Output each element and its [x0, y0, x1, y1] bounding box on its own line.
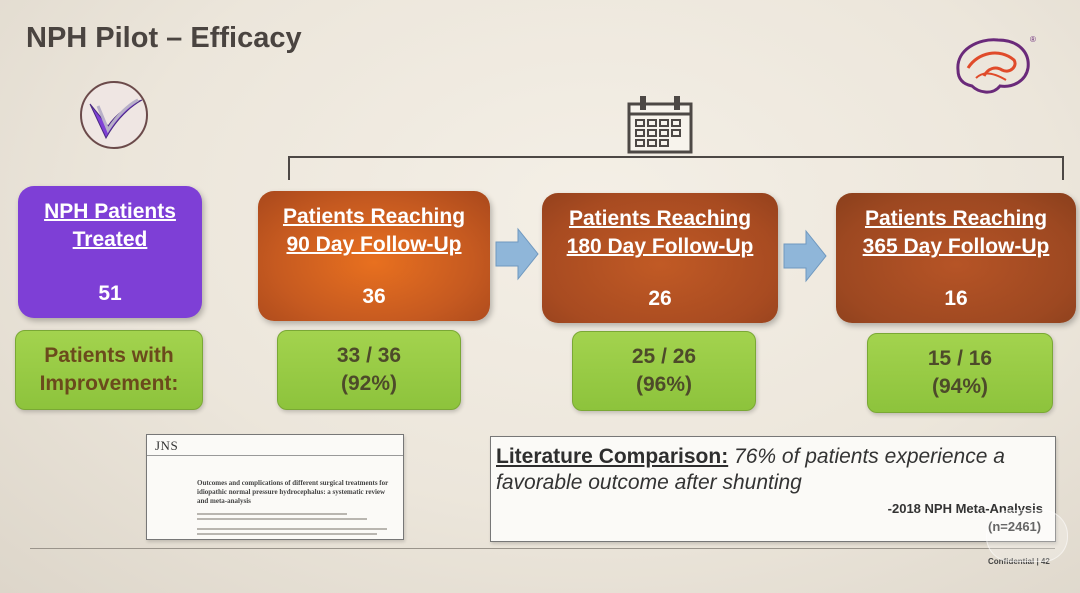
improvement-365-ratio: 15 / 16: [927, 347, 993, 370]
paper-text-line: [197, 528, 387, 530]
svg-text:®: ®: [1030, 35, 1036, 44]
literature-text1: 76% of patients experience a: [728, 445, 1005, 468]
improvement-180-ratio: 25 / 26: [631, 345, 697, 368]
literature-text2: favorable outcome after shunting: [496, 471, 802, 494]
followup-180-heading-line2: 180 Day Follow-Up: [566, 235, 754, 258]
followup-365-count: 16: [944, 287, 968, 310]
paper-text-line: [197, 533, 377, 535]
improvement-180-percent: (96%): [635, 373, 693, 396]
literature-line1: Literature Comparison: 76% of patients e…: [496, 445, 1005, 469]
followup-365-heading-line2: 365 Day Follow-Up: [862, 235, 1050, 258]
followup-180-box: Patients Reaching 180 Day Follow-Up 26: [542, 193, 778, 323]
improvement-label-line1: Patients with: [44, 344, 174, 367]
followup-365-box: Patients Reaching 365 Day Follow-Up 16: [836, 193, 1076, 323]
literature-comparison-box: Literature Comparison: 76% of patients e…: [490, 436, 1056, 542]
treated-count: 51: [98, 282, 122, 305]
treated-box: NPH Patients Treated 51: [18, 186, 202, 318]
paper-text-line: [197, 518, 367, 520]
improvement-label-box: Patients with Improvement:: [15, 330, 203, 410]
calendar-icon: [627, 96, 693, 154]
followup-90-heading-line2: 90 Day Follow-Up: [286, 233, 462, 256]
treated-heading: NPH Patients Treated: [18, 198, 202, 254]
improvement-365-percent: (94%): [931, 375, 989, 398]
brain-logo-icon: ®: [956, 35, 1036, 94]
followup-90-heading: Patients Reaching 90 Day Follow-Up: [258, 203, 490, 259]
footer-divider: [30, 548, 1055, 549]
treated-heading-line1: NPH Patients: [44, 200, 176, 223]
arrow-right-icon: [783, 229, 827, 283]
followup-90-count: 36: [362, 285, 386, 308]
paper-thumbnail: JNS Outcomes and complications of differ…: [146, 434, 404, 540]
followup-90-heading-line1: Patients Reaching: [282, 205, 466, 228]
slide-title: NPH Pilot – Efficacy: [26, 22, 302, 54]
improvement-90-percent: (92%): [340, 372, 398, 395]
literature-label: Literature Comparison:: [496, 445, 729, 468]
improvement-90-box: 33 / 36 (92%): [277, 330, 461, 410]
followup-365-heading: Patients Reaching 365 Day Follow-Up: [836, 205, 1076, 261]
treated-heading-line2: Treated: [72, 228, 148, 251]
followup-180-count: 26: [648, 287, 672, 310]
paper-text-line: [197, 513, 347, 515]
watermark: [986, 510, 1068, 562]
arrow-right-icon: [495, 227, 539, 281]
improvement-180-box: 25 / 26 (96%): [572, 331, 756, 411]
followup-180-heading: Patients Reaching 180 Day Follow-Up: [542, 205, 778, 261]
followup-90-box: Patients Reaching 90 Day Follow-Up 36: [258, 191, 490, 321]
followup-365-heading-line1: Patients Reaching: [864, 207, 1048, 230]
check-emblem-icon: [80, 81, 148, 149]
followup-180-heading-line1: Patients Reaching: [568, 207, 752, 230]
journal-name: JNS: [155, 438, 179, 453]
improvement-365-box: 15 / 16 (94%): [867, 333, 1053, 413]
journal-divider: [147, 455, 403, 456]
improvement-label-line2: Improvement:: [39, 372, 179, 395]
improvement-90-ratio: 33 / 36: [336, 344, 402, 367]
timeline-bracket: [288, 156, 1064, 180]
paper-title: Outcomes and complications of different …: [197, 479, 389, 505]
